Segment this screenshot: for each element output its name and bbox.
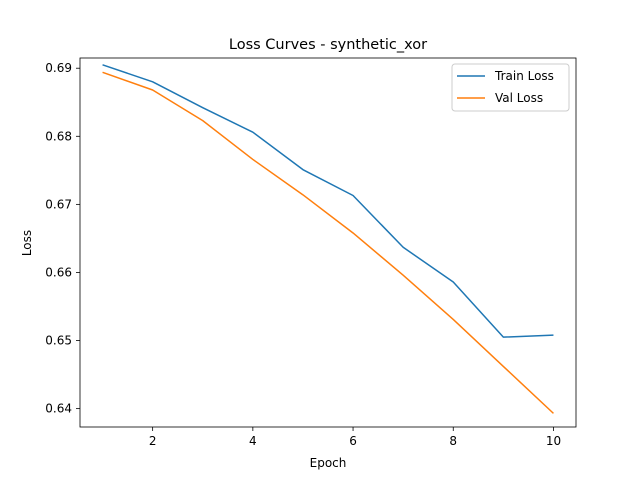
y-tick-label: 0.68 [45,129,72,143]
chart-title: Loss Curves - synthetic_xor [229,37,427,53]
x-tick-label: 10 [546,434,561,448]
y-tick-label: 0.69 [45,61,72,75]
legend-label-train-loss: Train Loss [494,69,554,83]
x-axis-label: Epoch [310,456,347,470]
plot-area [80,58,576,427]
legend: Train Loss Val Loss [451,63,570,112]
series-line-val-loss [102,71,554,414]
legend-label-val-loss: Val Loss [495,91,543,105]
x-tick-label: 4 [249,434,257,448]
x-tick-label: 8 [449,434,457,448]
y-axis-ticks: 0.64 0.65 0.66 0.67 0.68 0.69 [45,61,80,416]
y-tick-label: 0.64 [45,402,72,416]
x-axis-ticks: 2 4 6 8 10 [149,427,561,448]
plot-frame [79,57,577,428]
x-tick-label: 2 [149,434,157,448]
series-layer [102,64,554,414]
y-tick-label: 0.67 [45,197,72,211]
y-tick-label: 0.65 [45,334,72,348]
y-axis-label: Loss [20,230,34,256]
series-line-train-loss [102,64,554,338]
x-tick-label: 6 [349,434,357,448]
y-tick-label: 0.66 [45,265,72,279]
